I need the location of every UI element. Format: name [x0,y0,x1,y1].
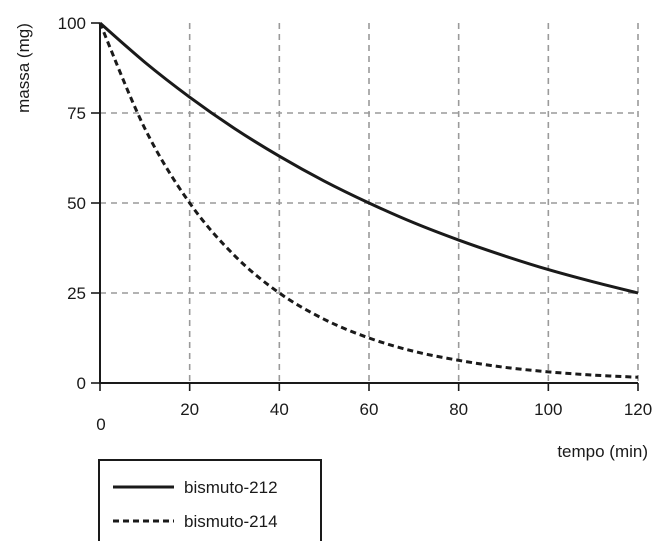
x-tick-label-60: 60 [360,400,379,419]
series-lines [98,21,639,379]
grid-lines [100,23,639,383]
y-tick-label-50: 50 [67,194,86,213]
legend-label-bismuto-214: bismuto-214 [184,512,278,531]
legend-frame [98,459,322,541]
y-axis-title: massa (mg) [14,23,33,113]
x-tick-label-0: 0 [96,415,105,434]
series-line-bismuto-212 [99,21,639,295]
x-tick-label-80: 80 [449,400,468,419]
y-tick-label-75: 75 [67,104,86,123]
x-tick-label-100: 100 [534,400,562,419]
y-tick-label-0: 0 [77,374,86,393]
series-line-bismuto-214 [98,22,639,379]
y-tick-label-100: 100 [58,14,86,33]
y-tick-label-25: 25 [67,284,86,303]
x-tick-label-20: 20 [180,400,199,419]
legend: bismuto-212 bismuto-214 [98,459,322,541]
tick-labels: 0 25 50 75 100 0 20 40 60 80 100 120 [58,14,653,434]
axes [91,22,639,391]
x-tick-label-120: 120 [624,400,652,419]
x-axis-title: tempo (min) [557,442,648,461]
legend-label-bismuto-212: bismuto-212 [184,478,278,497]
x-tick-label-40: 40 [270,400,289,419]
